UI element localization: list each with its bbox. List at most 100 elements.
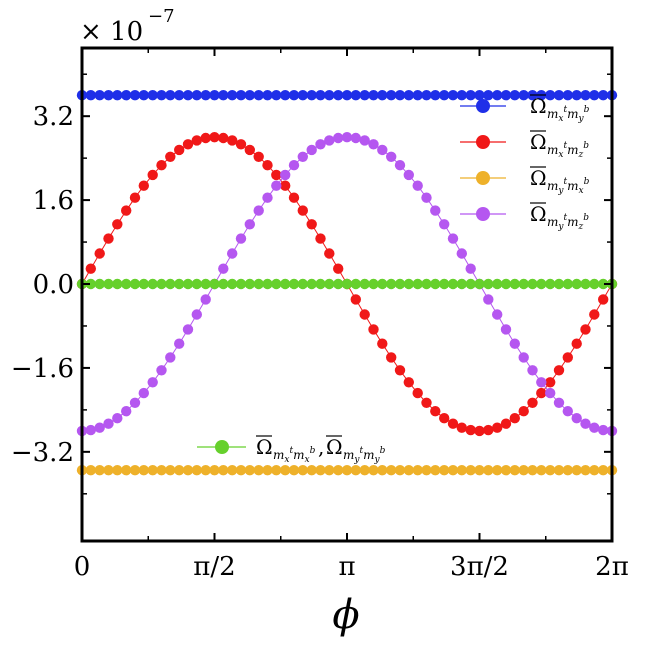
- data-point: [571, 90, 582, 101]
- data-point: [350, 278, 361, 290]
- data-point: [483, 90, 494, 101]
- y-tick-label: 3.2: [33, 102, 74, 132]
- data-point: [377, 90, 388, 101]
- data-point: [500, 465, 512, 476]
- data-point: [138, 90, 149, 101]
- data-point: [288, 90, 300, 101]
- data-point: [121, 406, 132, 417]
- data-point: [333, 465, 344, 476]
- data-point: [129, 397, 141, 408]
- data-point: [562, 90, 573, 101]
- data-point: [598, 90, 609, 101]
- data-point: [227, 90, 238, 101]
- series-blue: [76, 90, 618, 101]
- data-point: [262, 192, 273, 203]
- data-point: [350, 294, 361, 305]
- data-point: [121, 90, 132, 101]
- x-tick-label: π/2: [193, 552, 235, 582]
- data-point: [341, 278, 353, 290]
- data-point: [280, 90, 291, 101]
- data-point: [85, 278, 97, 290]
- data-point: [483, 294, 494, 305]
- data-point: [553, 278, 565, 290]
- data-point: [324, 278, 335, 290]
- data-point: [571, 278, 582, 290]
- data-point: [421, 192, 432, 203]
- data-point: [306, 219, 317, 230]
- data-point: [518, 465, 529, 476]
- data-point: [474, 278, 485, 290]
- legend-marker: [476, 135, 490, 149]
- data-point: [483, 424, 494, 436]
- data-point: [297, 278, 308, 290]
- data-point: [165, 465, 176, 476]
- data-point: [359, 465, 370, 476]
- data-point: [545, 387, 556, 399]
- data-point: [527, 278, 538, 290]
- data-point: [430, 278, 441, 290]
- data-point: [271, 90, 282, 101]
- omega-symbol: Ω: [530, 130, 547, 154]
- data-point: [129, 192, 141, 203]
- y-exponent: × 10 −7: [80, 6, 175, 47]
- data-point: [553, 465, 565, 476]
- omega-symbol: Ω: [326, 435, 343, 459]
- data-point: [271, 465, 282, 476]
- data-point: [421, 90, 432, 101]
- data-point: [580, 465, 591, 476]
- data-point: [112, 90, 123, 101]
- data-point: [138, 387, 149, 399]
- data-point: [350, 465, 361, 476]
- data-point: [474, 465, 485, 476]
- data-point: [103, 90, 114, 101]
- data-point: [492, 422, 503, 433]
- data-point: [536, 465, 547, 476]
- legend-marker: [476, 99, 490, 113]
- data-point: [271, 169, 282, 181]
- data-point: [209, 90, 220, 101]
- data-point: [156, 278, 167, 290]
- data-point: [553, 397, 565, 408]
- data-point: [421, 278, 432, 290]
- data-point: [386, 465, 397, 476]
- data-point: [165, 90, 176, 101]
- omega-symbol: Ω: [530, 202, 547, 226]
- data-point: [85, 465, 97, 476]
- data-point: [174, 90, 185, 101]
- data-point: [368, 278, 379, 290]
- data-point: [492, 90, 503, 101]
- data-point: [271, 180, 282, 191]
- exponent-power: −7: [148, 6, 175, 27]
- data-point: [403, 169, 414, 181]
- data-point: [253, 90, 264, 101]
- data-point: [209, 465, 220, 476]
- data-point: [147, 90, 158, 101]
- data-point: [280, 278, 291, 290]
- data-point: [474, 90, 485, 101]
- data-point: [85, 90, 97, 101]
- data-point: [297, 90, 308, 101]
- data-point: [191, 135, 202, 146]
- data-point: [386, 151, 397, 162]
- data-point: [191, 465, 202, 476]
- data-point: [465, 424, 476, 436]
- data-point: [527, 465, 538, 476]
- data-point: [500, 278, 512, 290]
- data-point: [439, 465, 450, 476]
- data-point: [518, 90, 529, 101]
- x-tick-label: π: [338, 552, 355, 582]
- data-point: [182, 90, 194, 101]
- data-point: [333, 132, 344, 144]
- data-point: [138, 465, 149, 476]
- omega-symbol: Ω: [530, 166, 547, 190]
- data-point: [200, 90, 211, 101]
- data-point: [315, 465, 326, 476]
- legend-comma: ,: [318, 435, 324, 459]
- legend-marker: [476, 207, 490, 221]
- data-point: [103, 233, 114, 244]
- data-point: [500, 90, 512, 101]
